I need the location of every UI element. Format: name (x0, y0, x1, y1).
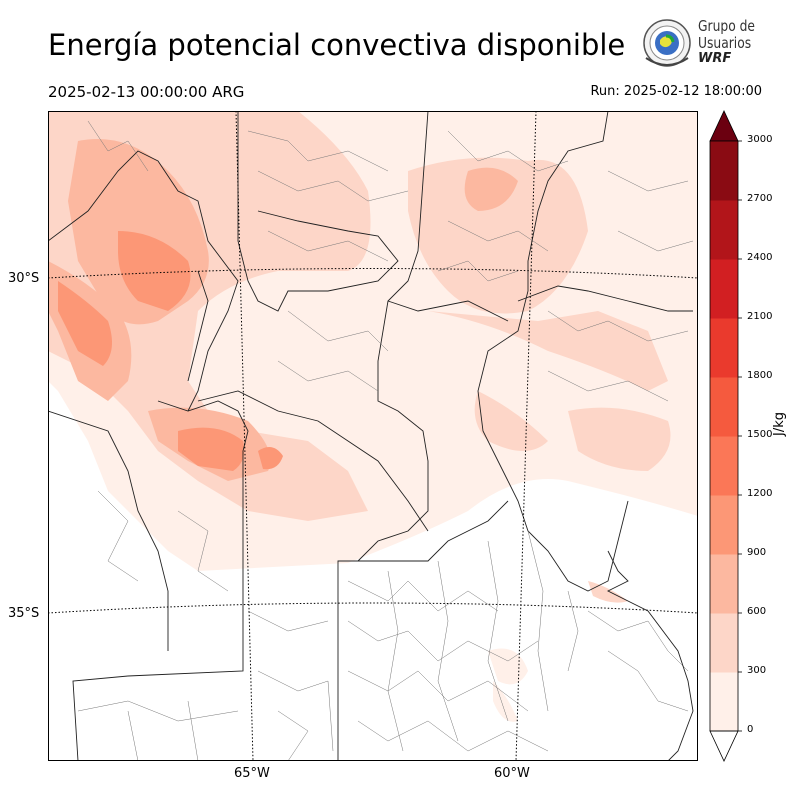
logo-line3: WRF (698, 51, 732, 66)
colorbar-band (710, 672, 738, 732)
lon-label-60w: 60°W (494, 766, 530, 781)
colorbar-band (710, 377, 738, 437)
colorbar-unit: J/kg (772, 412, 787, 436)
colorbar-band (710, 141, 738, 201)
logo-line2: Usuarios (698, 34, 752, 52)
colorbar-tick-label: 2700 (747, 193, 773, 204)
lat-label-30s: 30°S (8, 271, 40, 286)
coastline (606, 550, 694, 761)
graticule-30s (48, 268, 698, 279)
colorbar-extend-min (709, 730, 739, 762)
graticule-35s (48, 602, 698, 614)
colorbar-tick-label: 1500 (747, 429, 773, 440)
page-title: Energía potencial convectiva disponible (48, 28, 626, 62)
colorbar-band (710, 495, 738, 555)
cape-0-300-south (488, 648, 528, 685)
colorbar-band (710, 436, 738, 496)
colorbar (709, 110, 742, 762)
colorbar-band (710, 554, 738, 614)
valid-time: 2025-02-13 00:00:00 ARG (48, 83, 245, 101)
run-time: Run: 2025-02-12 18:00:00 (590, 84, 762, 99)
cape-map (48, 111, 698, 761)
colorbar-tick-label: 900 (747, 547, 767, 558)
colorbar-band (710, 259, 738, 319)
colorbar-band (710, 613, 738, 673)
lon-label-65w: 65°W (234, 766, 270, 781)
colorbar-tick-label: 2400 (747, 252, 773, 263)
colorbar-band (710, 200, 738, 260)
colorbar-tick-label: 1200 (747, 488, 773, 499)
wrf-logo-emblem (643, 19, 691, 67)
colorbar-tick-label: 300 (747, 665, 767, 676)
colorbar-extend-max (709, 110, 739, 142)
colorbar-tick-label: 3000 (747, 134, 773, 145)
colorbar-tick-label: 1800 (747, 370, 773, 381)
colorbar-tick-label: 600 (747, 606, 767, 617)
logo-line1: Grupo de (698, 17, 756, 35)
lat-label-35s: 35°S (8, 606, 40, 621)
colorbar-tick-label: 0 (747, 724, 754, 735)
colorbar-tick-label: 2100 (747, 311, 773, 322)
cape-900-1200-area (118, 231, 191, 311)
colorbar-band (710, 318, 738, 378)
